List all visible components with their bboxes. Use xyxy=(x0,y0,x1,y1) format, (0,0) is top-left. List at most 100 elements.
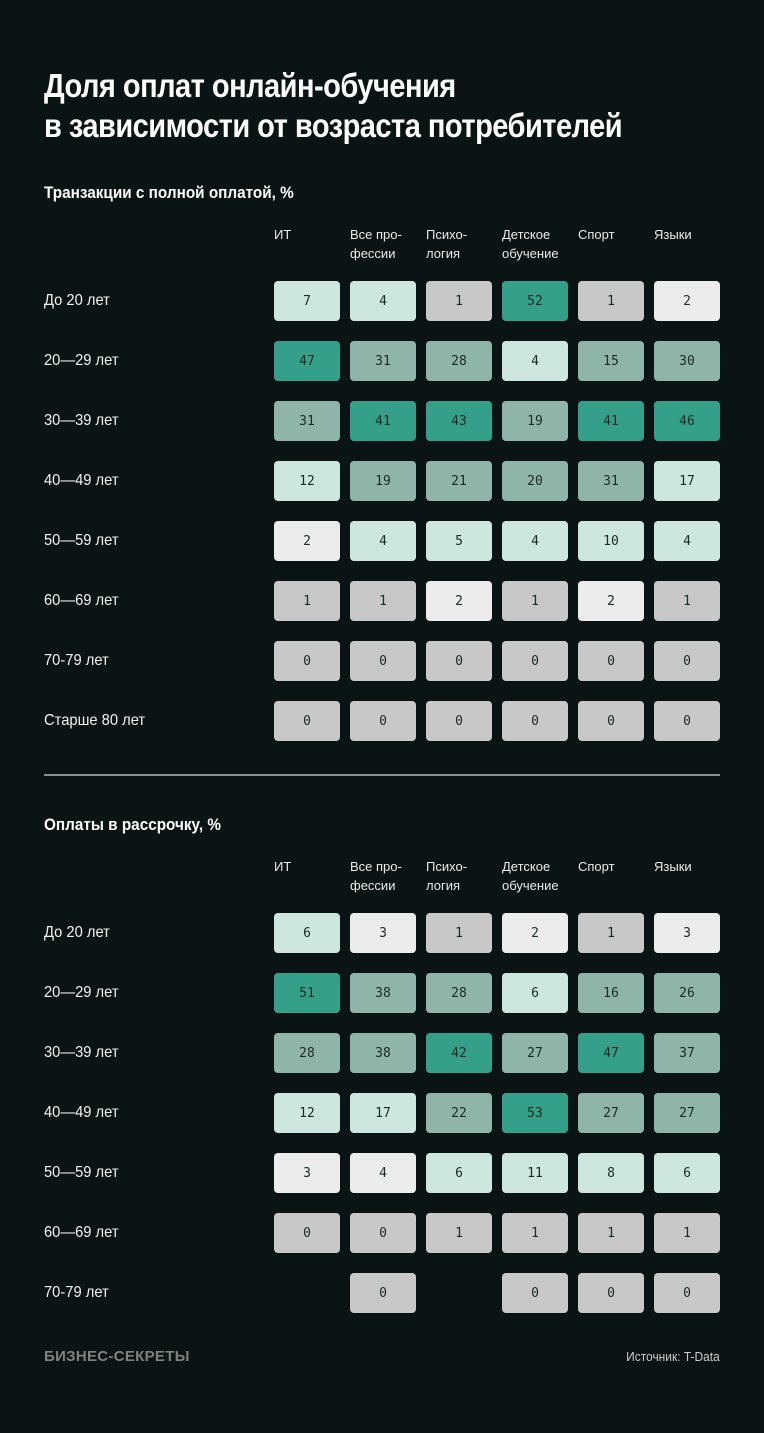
heatmap-cell: 3 xyxy=(274,1153,340,1193)
heatmap-cell: 3 xyxy=(654,913,720,953)
heatmap-cell: 6 xyxy=(426,1153,492,1193)
heatmap-cell: 0 xyxy=(502,701,568,741)
heatmap-cell: 0 xyxy=(350,1213,416,1253)
heatmap-cell: 2 xyxy=(578,581,644,621)
heatmap-cell: 47 xyxy=(578,1033,644,1073)
title-line-1: Доля оплат онлайн-обучения xyxy=(44,67,456,104)
heatmap-cell: 0 xyxy=(274,1213,340,1253)
row-label: 50—59 лет xyxy=(44,1164,119,1181)
heatmap-cell: 52 xyxy=(502,281,568,321)
column-header: Языки xyxy=(654,859,692,874)
heatmap-cell: 19 xyxy=(350,461,416,501)
column-headers: ИТ Все про-фессии Психо-логия Детское обучен… xyxy=(274,857,724,897)
heatmap-cell: 4 xyxy=(654,521,720,561)
column-header: Спорт xyxy=(578,227,615,242)
table-row: 50—59 лет 3 4 6 11 8 6 xyxy=(44,1153,734,1193)
heatmap-cell: 6 xyxy=(274,913,340,953)
heatmap-cell: 1 xyxy=(502,581,568,621)
row-label: 60—69 лет xyxy=(44,592,119,609)
heatmap-cell: 21 xyxy=(426,461,492,501)
table-row: 60—69 лет 0 0 1 1 1 1 xyxy=(44,1213,734,1253)
heatmap-cell: 12 xyxy=(274,461,340,501)
row-label: 20—29 лет xyxy=(44,352,119,369)
heatmap-cell: 27 xyxy=(502,1033,568,1073)
table-row: 30—39 лет 31 41 43 19 41 46 xyxy=(44,401,734,441)
heatmap-cell: 31 xyxy=(578,461,644,501)
heatmap-cell: 0 xyxy=(578,1273,644,1313)
row-label: 50—59 лет xyxy=(44,532,119,549)
table-row: Старше 80 лет 0 0 0 0 0 0 xyxy=(44,701,734,741)
heatmap-cell: 12 xyxy=(274,1093,340,1133)
table-row: 20—29 лет 51 38 28 6 16 26 xyxy=(44,973,734,1013)
table-row: До 20 лет 6 3 1 2 1 3 xyxy=(44,913,734,953)
section-title: Оплаты в рассрочку, % xyxy=(44,815,222,834)
column-header: ИТ xyxy=(274,227,292,242)
heatmap-cell: 47 xyxy=(274,341,340,381)
heatmap-cell: 0 xyxy=(350,1273,416,1313)
heatmap-cell: 41 xyxy=(578,401,644,441)
row-label: 20—29 лет xyxy=(44,984,119,1001)
heatmap-cell: 31 xyxy=(350,341,416,381)
heatmap-cell: 1 xyxy=(654,1213,720,1253)
heatmap-cell: 4 xyxy=(502,521,568,561)
heatmap-cell: 7 xyxy=(274,281,340,321)
heatmap-cell: 8 xyxy=(578,1153,644,1193)
column-header: Все про-фессии xyxy=(350,859,402,893)
heatmap-cell: 0 xyxy=(274,641,340,681)
heatmap-cell: 1 xyxy=(578,913,644,953)
heatmap-cell: 1 xyxy=(502,1213,568,1253)
heatmap-cell: 38 xyxy=(350,973,416,1013)
heatmap-cell: 1 xyxy=(350,581,416,621)
heatmap-cell: 0 xyxy=(578,701,644,741)
heatmap-cell: 4 xyxy=(502,341,568,381)
heatmap-cell: 1 xyxy=(426,1213,492,1253)
table-row: 20—29 лет 47 31 28 4 15 30 xyxy=(44,341,734,381)
table-row: 60—69 лет 1 1 2 1 2 1 xyxy=(44,581,734,621)
column-header: ИТ xyxy=(274,859,292,874)
column-header: Психо-логия xyxy=(426,859,468,893)
heatmap-cell: 28 xyxy=(274,1033,340,1073)
column-headers: ИТ Все про-фессии Психо-логия Детское обучен… xyxy=(274,225,724,265)
table-row: 40—49 лет 12 17 22 53 27 27 xyxy=(44,1093,734,1133)
column-header: Языки xyxy=(654,227,692,242)
heatmap-cell: 10 xyxy=(578,521,644,561)
heatmap-cell: 5 xyxy=(426,521,492,561)
heatmap-cell: 22 xyxy=(426,1093,492,1133)
heatmap-cell: 15 xyxy=(578,341,644,381)
heatmap-cell: 53 xyxy=(502,1093,568,1133)
heatmap-cell: 20 xyxy=(502,461,568,501)
heatmap-cell: 0 xyxy=(274,701,340,741)
heatmap-cell: 31 xyxy=(274,401,340,441)
heatmap-cell: 46 xyxy=(654,401,720,441)
row-label: До 20 лет xyxy=(44,924,110,941)
heatmap-cell: 38 xyxy=(350,1033,416,1073)
heatmap-cell: 19 xyxy=(502,401,568,441)
heatmap-cell: 3 xyxy=(350,913,416,953)
heatmap-cell: 0 xyxy=(654,641,720,681)
heatmap-cell: 1 xyxy=(654,581,720,621)
page-title: Доля оплат онлайн-обучения в зависимости… xyxy=(44,66,660,146)
heatmap-cell: 2 xyxy=(502,913,568,953)
heatmap-cell: 0 xyxy=(426,701,492,741)
heatmap-cell: 11 xyxy=(502,1153,568,1193)
heatmap-cell: 1 xyxy=(578,281,644,321)
table-row: 70-79 лет 0 0 0 0 xyxy=(44,1273,734,1313)
row-label: 40—49 лет xyxy=(44,1104,119,1121)
heatmap-cell: 2 xyxy=(426,581,492,621)
heatmap-cell: 6 xyxy=(654,1153,720,1193)
heatmap-cell: 16 xyxy=(578,973,644,1013)
row-label: 60—69 лет xyxy=(44,1224,119,1241)
heatmap-cell: 2 xyxy=(274,521,340,561)
column-header: Спорт xyxy=(578,859,615,874)
heatmap-cell: 4 xyxy=(350,1153,416,1193)
heatmap-cell: 0 xyxy=(654,701,720,741)
table-row: 30—39 лет 28 38 42 27 47 37 xyxy=(44,1033,734,1073)
row-label: 30—39 лет xyxy=(44,412,119,429)
heatmap-cell: 0 xyxy=(350,641,416,681)
table-row: До 20 лет 7 4 1 52 1 2 xyxy=(44,281,734,321)
title-line-2: в зависимости от возраста потребителей xyxy=(44,107,623,144)
heatmap-cell: 0 xyxy=(578,641,644,681)
heatmap-cell: 0 xyxy=(654,1273,720,1313)
heatmap-cell: 17 xyxy=(654,461,720,501)
column-header: Детское обучение xyxy=(502,859,559,893)
